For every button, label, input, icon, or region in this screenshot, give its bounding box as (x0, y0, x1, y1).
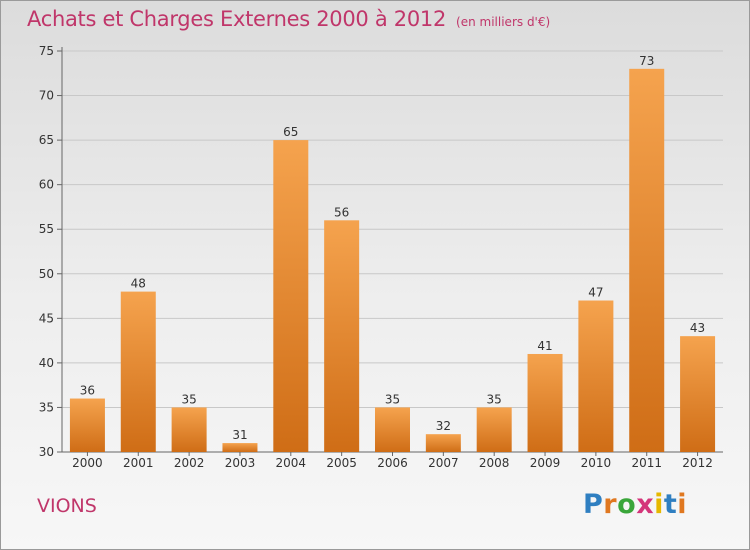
data-label-2001: 48 (131, 277, 146, 291)
x-tick-label-2006: 2006 (377, 456, 408, 470)
logo-letter: i (677, 489, 688, 520)
bar-2006 (375, 407, 410, 452)
bar-2003 (222, 443, 258, 452)
logo-letter: i (654, 489, 664, 520)
y-tick-label: 40 (39, 356, 54, 370)
bar-2007 (425, 434, 461, 452)
data-label-2000: 36 (80, 384, 95, 398)
x-tick-label-2001: 2001 (123, 456, 154, 470)
x-tick-label-2007: 2007 (428, 456, 459, 470)
y-tick-label: 70 (39, 89, 54, 103)
x-tick-label-2000: 2000 (72, 456, 103, 470)
axes: 30 35 40 45 50 55 60 65 70 75 2000 2001 2002 2003 2004… (39, 44, 723, 470)
bars (69, 68, 716, 453)
bar-2005 (324, 220, 360, 452)
data-label-2011: 73 (639, 54, 654, 68)
logo-letter: x (636, 489, 655, 520)
data-label-2004: 65 (283, 125, 298, 139)
commune-name: VIONS (37, 495, 97, 517)
x-tick-label-2010: 2010 (581, 456, 612, 470)
bar-2008 (476, 407, 512, 452)
y-tick-label: 45 (39, 311, 54, 325)
bar-2004 (273, 140, 309, 452)
bar-2012 (680, 336, 716, 452)
data-label-2012: 43 (690, 321, 705, 335)
bar-2002 (171, 407, 207, 452)
data-label-2002: 35 (181, 392, 196, 406)
data-label-2003: 31 (232, 428, 247, 442)
y-tick-label: 60 (39, 178, 54, 192)
data-labels: 36 48 35 31 65 56 35 32 35 41 47 73 43 (80, 54, 705, 442)
chart-title: Achats et Charges Externes 2000 à 2012 (27, 7, 447, 31)
data-label-2007: 32 (436, 419, 451, 433)
y-tick-label: 75 (39, 44, 54, 58)
data-label-2009: 41 (537, 339, 552, 353)
bar-2009 (527, 353, 563, 452)
title-line: Achats et Charges Externes 2000 à 2012 (e… (27, 7, 550, 31)
x-tick-label-2008: 2008 (479, 456, 510, 470)
x-tick-label-2011: 2011 (631, 456, 662, 470)
proxiti-logo[interactable]: Proxiti (583, 489, 687, 520)
x-tick-label-2002: 2002 (174, 456, 205, 470)
x-tick-label-2009: 2009 (530, 456, 561, 470)
x-tick-label-2003: 2003 (225, 456, 256, 470)
logo-letter: r (603, 489, 618, 520)
data-label-2005: 56 (334, 205, 349, 219)
bar-2010 (578, 300, 614, 452)
x-tick-label-2005: 2005 (326, 456, 357, 470)
data-label-2008: 35 (487, 392, 502, 406)
x-tick-label-2012: 2012 (682, 456, 713, 470)
y-tick-label: 55 (39, 222, 54, 236)
y-tick-label: 50 (39, 267, 54, 281)
logo-letter: t (663, 489, 678, 520)
logo-letter: o (617, 489, 637, 520)
bar-2001 (120, 291, 156, 452)
data-label-2010: 47 (588, 286, 603, 300)
logo-letter: P (583, 489, 604, 520)
bar-2000 (69, 398, 105, 452)
x-tick-label-2004: 2004 (276, 456, 307, 470)
y-tick-label: 30 (39, 445, 54, 459)
data-label-2006: 35 (385, 392, 400, 406)
chart-subtitle: (en milliers d'€) (456, 15, 551, 29)
y-tick-label: 35 (39, 400, 54, 414)
grid-lines (62, 50, 723, 408)
bar-2011 (629, 68, 665, 453)
y-tick-label: 65 (39, 133, 54, 147)
